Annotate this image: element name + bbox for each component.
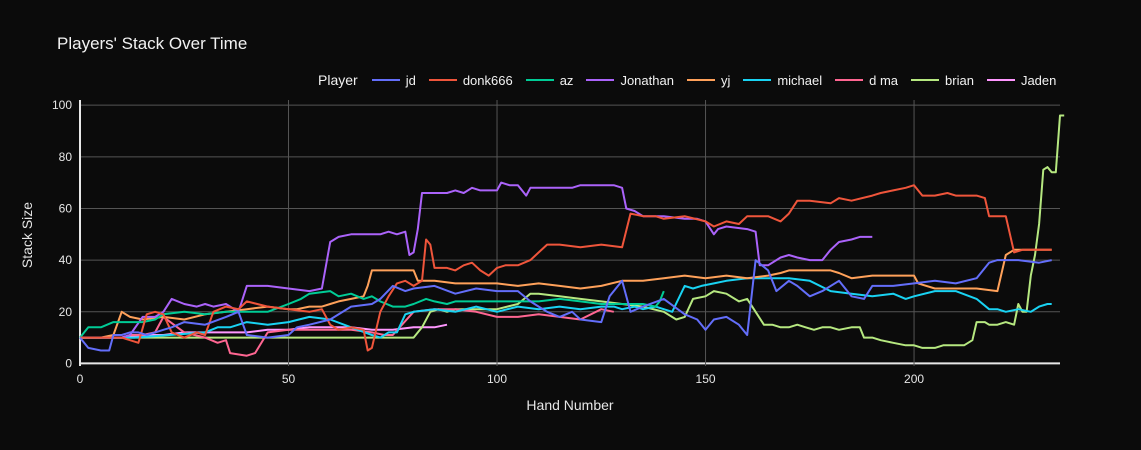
legend-item[interactable]: d ma — [835, 73, 898, 88]
x-axis-label: Hand Number — [526, 397, 613, 413]
y-tick-label: 60 — [59, 201, 73, 215]
y-tick-label: 40 — [59, 253, 73, 267]
y-axis-label: Stack Size — [19, 202, 35, 268]
axes: 0 20 40 60 80 100 0 50 100 150 200 — [52, 98, 924, 386]
legend-label: yj — [720, 72, 731, 88]
x-tick-label: 0 — [77, 372, 84, 386]
legend-label: Jonathan — [620, 72, 674, 88]
legend-label: brian — [945, 72, 974, 88]
legend-item[interactable]: Jaden — [986, 72, 1057, 88]
legend-item[interactable]: brian — [911, 73, 974, 88]
series-line-az[interactable] — [79, 290, 665, 339]
legend-swatch — [686, 79, 715, 81]
series-line-yj[interactable] — [80, 248, 1052, 339]
legend-item[interactable]: donk666 — [428, 72, 513, 88]
legend-swatch — [743, 79, 772, 81]
legend-label: michael — [777, 72, 823, 88]
x-tick-label: 150 — [696, 372, 716, 386]
series-line-d-ma[interactable] — [80, 308, 615, 357]
legend-label: az — [559, 72, 574, 88]
legend-item[interactable]: michael — [743, 73, 822, 88]
legend-item[interactable]: jd — [371, 72, 416, 88]
legend-swatch — [428, 79, 457, 81]
chart-title: Players' Stack Over Time — [57, 34, 248, 53]
y-tick-label: 80 — [59, 150, 73, 164]
x-tick-label: 200 — [904, 372, 924, 386]
legend-swatch — [525, 79, 554, 81]
series-line-michael[interactable] — [80, 277, 1052, 339]
legend-swatch — [586, 79, 615, 81]
gridlines — [79, 100, 1060, 366]
legend-swatch — [911, 79, 940, 81]
series-line-jd[interactable] — [79, 259, 1052, 352]
series-line-donk666[interactable] — [80, 184, 1052, 352]
series-lines — [79, 114, 1065, 357]
legend-items: jd donk666 az Jonathan yj michael d ma brian Jad… — [371, 72, 1070, 88]
legend-label: jd — [405, 72, 416, 88]
legend-item[interactable]: yj — [686, 72, 731, 88]
y-tick-label: 20 — [59, 305, 73, 319]
y-tick-label: 100 — [52, 98, 72, 112]
legend-item[interactable]: Jonathan — [586, 73, 674, 88]
legend: Player jd donk666 az Jonathan yj michael d ma b… — [318, 72, 1069, 88]
legend-swatch — [835, 79, 864, 81]
legend-label: donk666 — [462, 72, 513, 88]
x-tick-label: 100 — [487, 372, 507, 386]
legend-label: d ma — [869, 72, 899, 88]
legend-swatch — [986, 79, 1015, 81]
legend-swatch — [371, 79, 400, 81]
legend-label: Jaden — [1020, 72, 1057, 88]
legend-item[interactable]: az — [525, 72, 574, 88]
x-tick-label: 50 — [282, 372, 296, 386]
y-tick-label: 0 — [65, 356, 72, 370]
legend-title: Player — [318, 72, 358, 88]
